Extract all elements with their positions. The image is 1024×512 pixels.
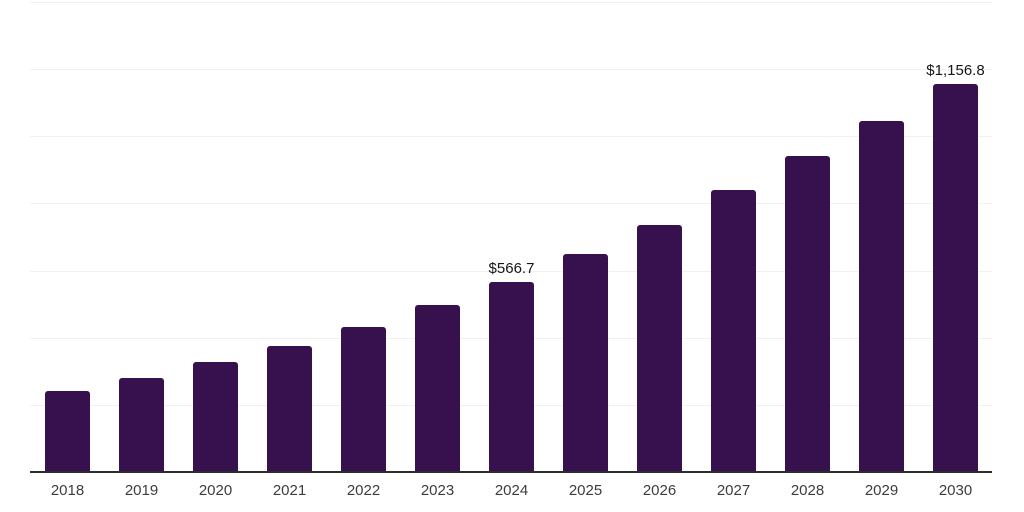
bar	[415, 304, 460, 472]
x-axis-tick-label: 2022	[346, 482, 381, 499]
x-axis-tick-label: 2023	[420, 482, 455, 499]
bar	[119, 378, 164, 472]
x-axis-tick-label: 2030	[938, 482, 973, 499]
x-axis-tick-label: 2026	[642, 482, 677, 499]
gridline	[30, 69, 992, 71]
bar-value-label: $1,156.8	[926, 61, 985, 79]
bar	[563, 253, 608, 472]
bar	[341, 326, 386, 472]
x-axis-tick-label: 2020	[198, 482, 233, 499]
bar	[267, 345, 312, 472]
x-axis-tick-label: 2021	[272, 482, 307, 499]
x-axis-tick-label: 2018	[50, 482, 85, 499]
gridline	[30, 2, 992, 3]
x-axis-tick-label: 2025	[568, 482, 603, 499]
x-axis-line	[30, 471, 992, 473]
bar	[711, 190, 756, 472]
x-axis-tick-label: 2029	[864, 482, 899, 499]
gridline	[30, 270, 992, 272]
bar	[859, 120, 904, 472]
bar	[785, 156, 830, 472]
plot-area: $566.7 $1,156.8	[30, 2, 992, 472]
bar-value-label: $566.7	[488, 259, 535, 277]
gridline	[30, 203, 992, 205]
x-axis-tick-label: 2028	[790, 482, 825, 499]
x-axis-tick-label: 2027	[716, 482, 751, 499]
bar	[933, 83, 978, 472]
x-axis: 2018 2019 2020 2021 2022 2023 2024 2025 2026 2027…	[0, 483, 1024, 503]
bar	[45, 391, 90, 472]
x-axis-tick-label: 2019	[124, 482, 159, 499]
bar	[637, 224, 682, 472]
x-axis-tick-label: 2024	[494, 482, 529, 499]
gridline	[30, 136, 992, 138]
bar	[489, 281, 534, 472]
bar	[193, 362, 238, 472]
